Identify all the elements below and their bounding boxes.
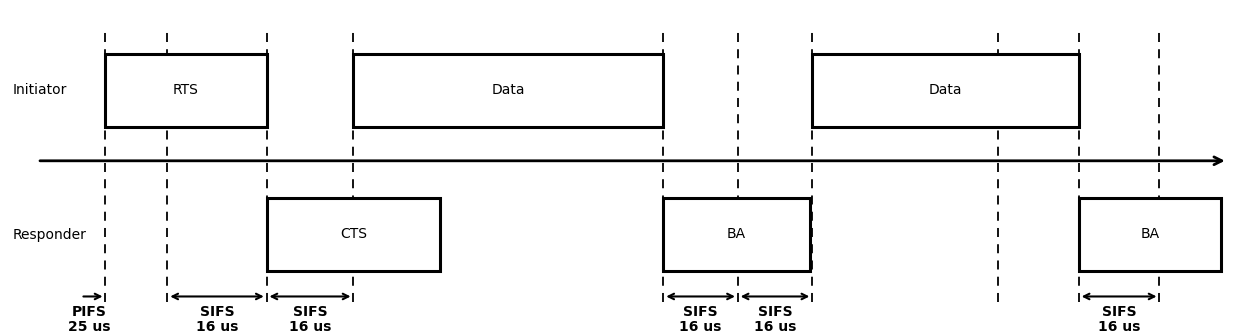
Text: 16 us: 16 us [289,320,331,334]
Text: 25 us: 25 us [68,320,110,334]
Bar [812,54,1079,127]
Text: 16 us: 16 us [196,320,238,334]
Text: 16 us: 16 us [754,320,796,334]
Text: Data: Data [929,83,962,97]
Text: CTS: CTS [340,227,367,242]
Bar [1079,198,1221,271]
Text: Data: Data [491,83,526,97]
Text: SIFS: SIFS [1102,305,1136,319]
Text: SIFS: SIFS [758,305,792,319]
Bar [663,198,810,271]
Text: 16 us: 16 us [680,320,722,334]
Bar [267,198,440,271]
Text: 16 us: 16 us [1097,320,1141,334]
Text: RTS: RTS [174,83,198,97]
Text: SIFS: SIFS [293,305,327,319]
Text: PIFS: PIFS [72,305,107,319]
Text: SIFS: SIFS [683,305,718,319]
Text: Initiator: Initiator [12,83,67,97]
Text: Responder: Responder [12,227,87,242]
Text: BA: BA [1141,227,1159,242]
Bar [353,54,663,127]
Text: SIFS: SIFS [200,305,234,319]
Text: BA: BA [727,227,746,242]
Bar [105,54,267,127]
